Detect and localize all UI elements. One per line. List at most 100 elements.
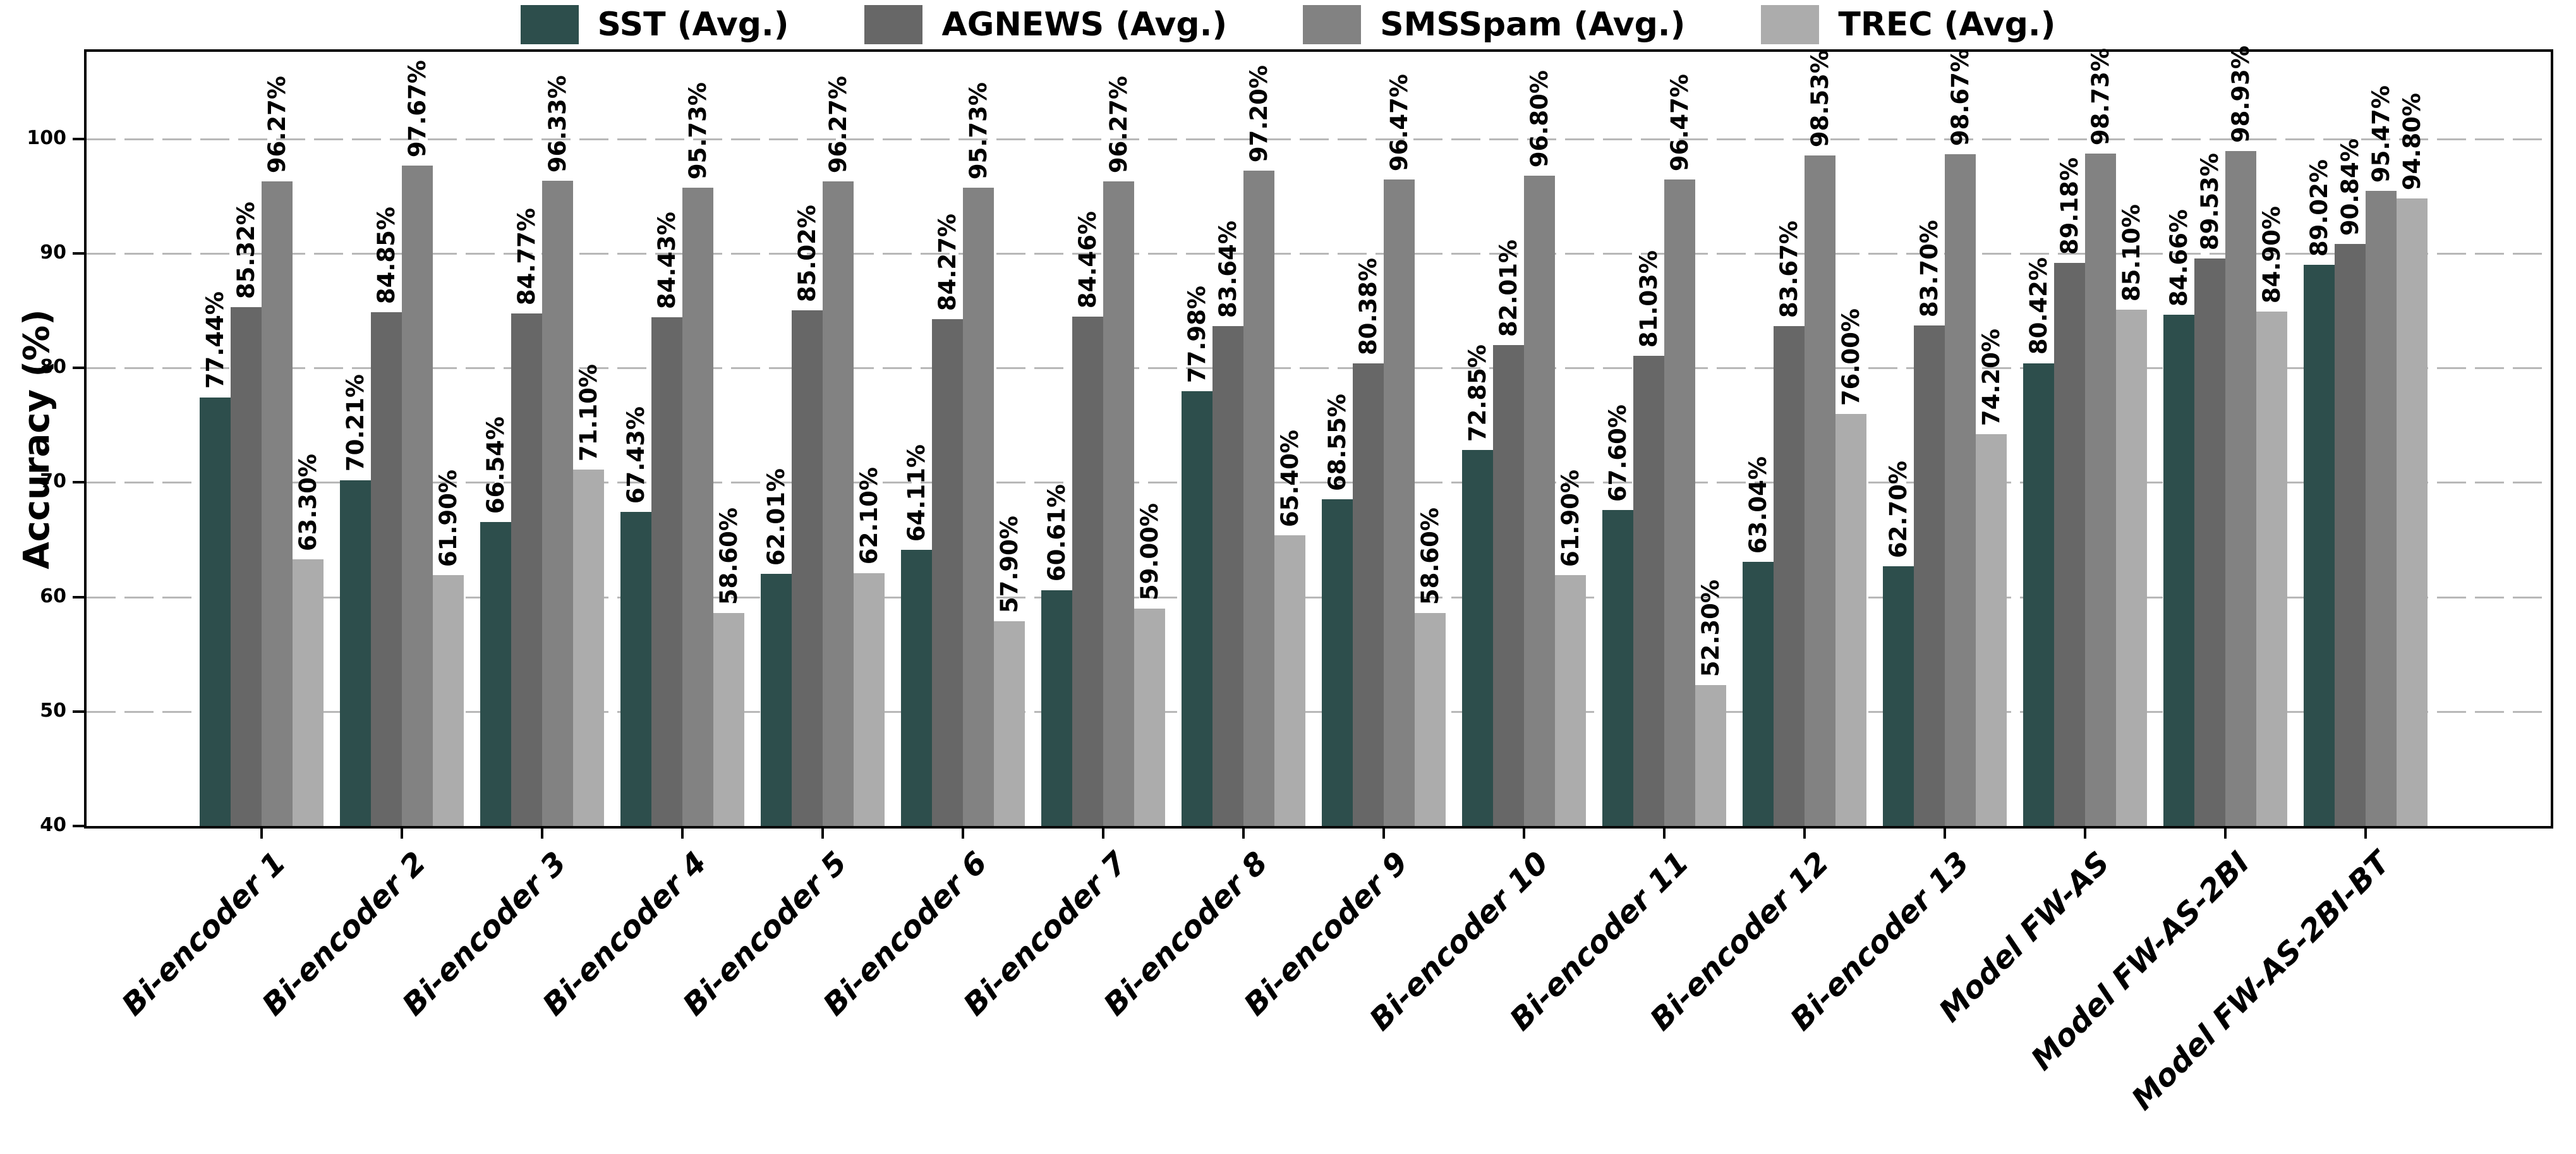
bar bbox=[682, 188, 713, 826]
x-tick-mark bbox=[1663, 829, 1666, 839]
legend-swatch-icon bbox=[1761, 5, 1820, 44]
y-tick-label: 100 bbox=[27, 126, 66, 149]
bar bbox=[340, 480, 371, 826]
x-tick-mark bbox=[2224, 829, 2227, 839]
bar-value-label: 85.10% bbox=[2118, 203, 2145, 301]
bar bbox=[1212, 326, 1243, 826]
bar-value-label: 95.47% bbox=[2367, 85, 2395, 183]
bar-value-label: 63.04% bbox=[1745, 456, 1772, 554]
bar-value-label: 61.90% bbox=[435, 470, 462, 568]
bar bbox=[1041, 590, 1072, 826]
legend-label: SST (Avg.) bbox=[597, 6, 789, 44]
bar bbox=[1134, 608, 1165, 826]
bar-value-label: 85.02% bbox=[794, 205, 821, 303]
bar bbox=[2163, 314, 2194, 826]
bar-value-label: 98.93% bbox=[2227, 46, 2254, 143]
bar bbox=[2194, 258, 2225, 826]
bar-value-label: 89.18% bbox=[2056, 157, 2083, 255]
bar-value-label: 64.11% bbox=[903, 444, 930, 542]
bar bbox=[901, 550, 932, 826]
y-tick-label: 60 bbox=[40, 585, 66, 607]
bar-value-label: 84.77% bbox=[513, 207, 540, 305]
bar bbox=[231, 307, 262, 826]
bar bbox=[2225, 151, 2256, 826]
bar-value-label: 84.90% bbox=[2258, 206, 2285, 304]
y-tick-label: 70 bbox=[40, 470, 66, 493]
bar-value-label: 96.33% bbox=[544, 75, 571, 173]
bar bbox=[1322, 499, 1353, 826]
bar-value-label: 97.20% bbox=[1245, 65, 1273, 163]
bar-value-label: 89.02% bbox=[2306, 159, 2333, 257]
bar-value-label: 76.00% bbox=[1837, 308, 1865, 406]
bar-value-label: 96.47% bbox=[1386, 73, 1413, 171]
bar bbox=[932, 319, 963, 826]
bar-value-label: 98.73% bbox=[2087, 47, 2114, 145]
bar bbox=[2054, 262, 2085, 826]
bar bbox=[994, 621, 1025, 826]
bar-value-label: 84.46% bbox=[1074, 211, 1101, 309]
bar-value-label: 84.85% bbox=[373, 207, 400, 305]
bar-value-label: 96.47% bbox=[1666, 73, 1693, 171]
bar bbox=[2116, 309, 2147, 826]
bar-value-label: 98.67% bbox=[1947, 48, 1974, 146]
bar-value-label: 71.10% bbox=[575, 364, 602, 462]
bar bbox=[2304, 264, 2335, 826]
bar-value-label: 74.20% bbox=[1978, 329, 2005, 427]
y-tick-mark bbox=[73, 137, 84, 140]
bar bbox=[1274, 535, 1305, 826]
bar bbox=[761, 574, 792, 826]
bar bbox=[262, 181, 293, 826]
bar bbox=[1774, 325, 1805, 826]
bar-value-label: 95.73% bbox=[684, 82, 711, 180]
bar bbox=[1555, 575, 1586, 826]
bar-value-label: 58.60% bbox=[1417, 507, 1444, 605]
x-tick-mark bbox=[962, 829, 964, 839]
bar bbox=[1072, 317, 1103, 826]
legend-label: TREC (Avg.) bbox=[1838, 6, 2056, 44]
legend-label: AGNEWS (Avg.) bbox=[941, 6, 1228, 44]
bar bbox=[1633, 356, 1664, 826]
bar bbox=[1353, 363, 1384, 826]
bar-value-label: 84.66% bbox=[2165, 209, 2192, 307]
bar-value-label: 83.67% bbox=[1775, 220, 1803, 318]
bar-value-label: 97.67% bbox=[404, 59, 431, 157]
bar-value-label: 59.00% bbox=[1136, 502, 1163, 600]
bar-value-label: 65.40% bbox=[1276, 429, 1303, 527]
chart-legend: SST (Avg.) AGNEWS (Avg.) SMSSpam (Avg.) TRE… bbox=[0, 5, 2576, 44]
bar-value-label: 72.85% bbox=[1464, 344, 1491, 442]
y-tick-mark bbox=[73, 825, 84, 827]
x-tick-mark bbox=[2364, 829, 2367, 839]
y-tick-mark bbox=[73, 367, 84, 370]
x-tick-mark bbox=[2084, 829, 2086, 839]
y-tick-label: 50 bbox=[40, 699, 66, 722]
legend-item: AGNEWS (Avg.) bbox=[864, 5, 1227, 44]
x-tick-mark bbox=[401, 829, 403, 839]
bar bbox=[2335, 243, 2366, 826]
bar-value-label: 84.27% bbox=[934, 213, 961, 311]
gridline bbox=[87, 138, 2551, 140]
bar-value-label: 63.30% bbox=[294, 453, 322, 551]
bar bbox=[963, 188, 994, 826]
x-tick-mark bbox=[821, 829, 824, 839]
bar bbox=[542, 181, 573, 826]
y-tick-mark bbox=[73, 595, 84, 598]
x-tick-mark bbox=[681, 829, 684, 839]
bar bbox=[1695, 685, 1726, 826]
gridline bbox=[87, 710, 2551, 713]
bar bbox=[200, 397, 231, 826]
bar bbox=[1243, 171, 1274, 826]
bar bbox=[1805, 155, 1835, 826]
bar bbox=[1914, 325, 1945, 826]
bar bbox=[1493, 344, 1524, 826]
bar bbox=[573, 470, 604, 826]
bar bbox=[2397, 198, 2428, 826]
bar bbox=[433, 575, 464, 826]
legend-swatch-icon bbox=[1303, 5, 1362, 44]
x-tick-mark bbox=[260, 829, 263, 839]
bar bbox=[792, 310, 823, 826]
bar bbox=[1524, 175, 1555, 826]
x-tick-mark bbox=[1803, 829, 1806, 839]
bar bbox=[2085, 153, 2116, 826]
y-tick-mark bbox=[73, 252, 84, 255]
x-tick-mark bbox=[1102, 829, 1104, 839]
